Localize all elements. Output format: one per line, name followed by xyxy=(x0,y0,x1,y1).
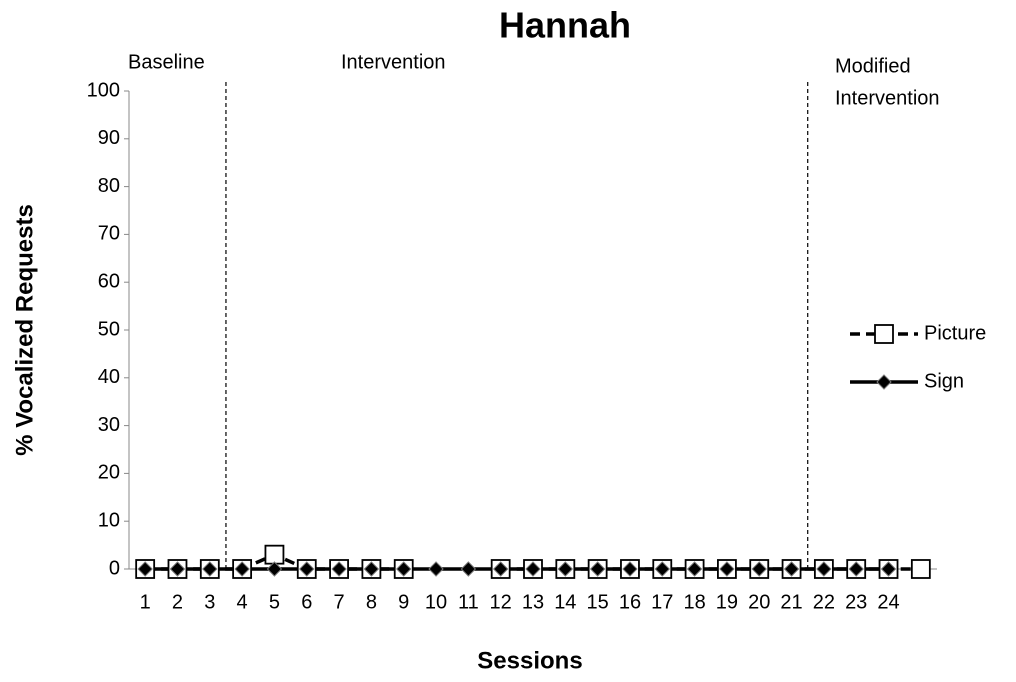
data-point xyxy=(266,561,283,577)
data-point xyxy=(686,561,703,577)
x-tick-label: 2 xyxy=(172,591,183,613)
x-tick-label: 11 xyxy=(458,591,479,613)
legend-marker xyxy=(876,374,892,390)
x-tick-label: 15 xyxy=(587,591,609,613)
phase-label: Baseline xyxy=(128,51,205,73)
x-tick-label: 18 xyxy=(683,591,705,613)
x-tick-label: 21 xyxy=(780,591,802,613)
data-point xyxy=(910,559,931,579)
x-tick-label: 14 xyxy=(554,591,576,613)
x-axis-label: Sessions xyxy=(477,647,582,674)
x-tick-label: 10 xyxy=(425,591,447,613)
x-tick-label: 9 xyxy=(398,591,409,613)
x-tick-label: 12 xyxy=(490,591,512,613)
data-point xyxy=(428,561,444,577)
y-tick-label: 30 xyxy=(98,414,120,436)
data-point xyxy=(848,561,864,577)
data-point xyxy=(816,561,832,577)
x-tick-label: 5 xyxy=(269,591,280,613)
x-tick-label: 16 xyxy=(619,591,641,613)
x-tick-label: 7 xyxy=(334,591,345,613)
y-tick-label: 70 xyxy=(98,223,120,245)
legend-label: Sign xyxy=(924,370,964,392)
y-tick-label: 100 xyxy=(87,79,120,101)
data-point xyxy=(363,561,380,577)
data-point xyxy=(299,561,315,577)
x-tick-label: 4 xyxy=(237,591,248,613)
x-tick-label: 23 xyxy=(845,591,867,613)
data-point xyxy=(331,561,347,577)
data-point xyxy=(202,561,218,577)
data-point xyxy=(525,561,541,577)
phase-label: Intervention xyxy=(341,51,446,73)
data-point xyxy=(137,561,153,577)
phase-label: Intervention xyxy=(835,87,940,109)
data-point xyxy=(396,561,412,577)
data-point xyxy=(622,561,638,577)
x-tick-label: 20 xyxy=(748,591,770,613)
data-point xyxy=(654,561,670,577)
x-tick-label: 8 xyxy=(366,591,377,613)
x-tick-label: 1 xyxy=(140,591,151,613)
y-tick-label: 80 xyxy=(98,175,120,197)
y-tick-label: 40 xyxy=(98,366,120,388)
y-tick-label: 0 xyxy=(109,557,120,579)
y-tick-label: 20 xyxy=(98,462,120,484)
data-point xyxy=(492,561,509,577)
y-axis-label: % Vocalized Requests xyxy=(11,204,38,456)
x-tick-label: 3 xyxy=(204,591,215,613)
x-tick-label: 24 xyxy=(877,591,899,613)
x-tick-label: 6 xyxy=(301,591,312,613)
y-tick-label: 90 xyxy=(98,127,120,149)
data-point xyxy=(169,561,186,577)
data-point xyxy=(460,561,477,577)
data-point xyxy=(751,561,767,577)
y-tick-label: 50 xyxy=(98,318,120,340)
x-tick-label: 22 xyxy=(813,591,835,613)
y-tick-label: 10 xyxy=(98,509,120,531)
phase-label: Modified xyxy=(835,55,911,77)
y-tick-label: 60 xyxy=(98,270,120,292)
x-tick-label: 17 xyxy=(651,591,673,613)
data-point xyxy=(880,561,897,577)
x-tick-label: 13 xyxy=(522,591,544,613)
data-point xyxy=(719,561,735,577)
data-point xyxy=(783,561,800,577)
x-tick-label: 19 xyxy=(716,591,738,613)
data-point xyxy=(557,561,574,577)
data-point xyxy=(589,561,606,577)
data-point xyxy=(264,544,285,565)
data-point xyxy=(234,561,250,577)
chart-title: Hannah xyxy=(499,5,631,46)
legend-label: Picture xyxy=(924,322,986,344)
legend-marker xyxy=(874,324,894,344)
